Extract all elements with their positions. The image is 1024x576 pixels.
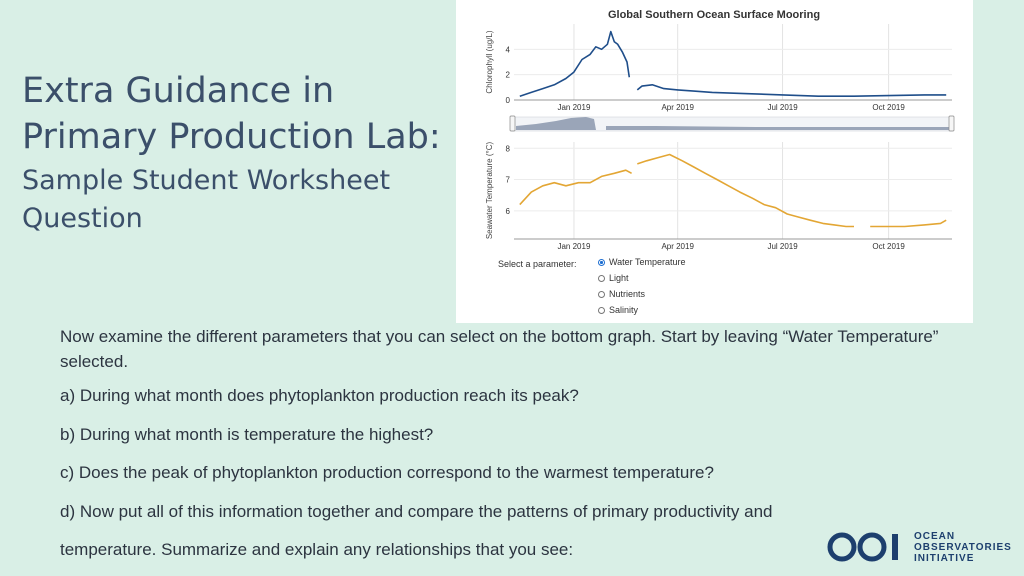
question-a: a) During what month does phytoplankton … [60, 386, 579, 405]
y-axis-label: Seawater Temperature (°C) [485, 142, 494, 240]
y-tick-label: 4 [506, 45, 511, 54]
chart-title: Global Southern Ocean Surface Mooring [608, 9, 820, 21]
option-salinity[interactable]: Salinity [598, 305, 638, 315]
radio-icon[interactable] [598, 306, 605, 314]
y-tick-label: 7 [506, 176, 511, 185]
x-tick-label: Jul 2019 [767, 242, 798, 251]
logo-line2: OBSERVATORIES [914, 541, 1012, 553]
x-tick-label: Apr 2019 [661, 242, 694, 251]
option-nutrients[interactable]: Nutrients [598, 289, 645, 299]
ooi-logo-text: OCEAN OBSERVATORIES INITIATIVE [914, 531, 1012, 564]
option-label: Salinity [609, 305, 639, 315]
question-d: d) Now put all of this information toget… [60, 502, 773, 521]
navigator-left-handle[interactable] [509, 115, 516, 132]
x-tick-label: Oct 2019 [872, 242, 905, 251]
slide-title-line1: Extra Guidance in [22, 71, 335, 111]
y-tick-label: 6 [506, 207, 511, 216]
x-tick-label: Jul 2019 [767, 103, 798, 112]
navigator-right-handle[interactable] [948, 115, 955, 132]
select-parameter-label: Select a parameter: [498, 259, 577, 269]
question-b: b) During what month is temperature the … [60, 425, 434, 444]
chlorophyll-chart: Jan 2019 Apr 2019 Jul 2019 Oct 2019 0 2 4 Chlor… [485, 24, 952, 112]
option-label: Water Temperature [609, 257, 686, 267]
radio-icon[interactable] [598, 274, 605, 282]
ooi-logo-mark-icon [827, 532, 898, 562]
x-tick-label: Apr 2019 [661, 103, 694, 112]
y-axis-label: Chlorophyll (ug/L) [485, 30, 494, 93]
y-tick-label: 0 [506, 96, 511, 105]
series-line [519, 169, 632, 206]
slide-title-line2: Primary Production Lab: [22, 117, 441, 157]
radio-selected-icon[interactable] [598, 258, 605, 266]
series-line [870, 219, 947, 228]
chart-panel: Global Southern Ocean Surface Mooring Ja… [456, 0, 973, 323]
slide-subtitle-line2: Question [22, 203, 143, 234]
series-line [519, 30, 631, 97]
x-tick-label: Oct 2019 [872, 103, 905, 112]
series-line [636, 84, 947, 97]
range-navigator[interactable] [509, 115, 955, 132]
option-label: Nutrients [609, 289, 646, 299]
x-tick-label: Jan 2019 [557, 103, 590, 112]
option-water-temperature[interactable]: Water Temperature [598, 257, 686, 267]
question-c: c) Does the peak of phytoplankton produc… [60, 463, 714, 482]
intro-text: Now examine the different parameters tha… [60, 327, 939, 371]
option-label: Light [609, 273, 629, 283]
logo-line1: OCEAN [914, 530, 956, 542]
slide-title-block: Extra Guidance in Primary Production Lab… [22, 68, 442, 238]
x-tick-label: Jan 2019 [557, 242, 590, 251]
navigator-area-1 [516, 117, 596, 130]
question-d-continued: temperature. Summarize and explain any r… [60, 540, 574, 559]
navigator-area-2 [606, 126, 950, 130]
slide-subtitle-line1: Sample Student Worksheet [22, 165, 391, 196]
logo-line3: INITIATIVE [914, 552, 975, 564]
y-tick-label: 8 [506, 144, 511, 153]
radio-icon[interactable] [598, 290, 605, 298]
series-line [637, 153, 854, 228]
option-light[interactable]: Light [598, 273, 629, 283]
temperature-chart: Jan 2019 Apr 2019 Jul 2019 Oct 2019 6 7 8 Seawa… [485, 142, 952, 251]
y-tick-label: 2 [506, 71, 511, 80]
ooi-logo: OCEAN OBSERVATORIES INITIATIVE [826, 530, 1012, 564]
chart-svg: Global Southern Ocean Surface Mooring Ja… [485, 9, 955, 251]
worksheet-intro: Now examine the different parameters tha… [60, 324, 960, 374]
